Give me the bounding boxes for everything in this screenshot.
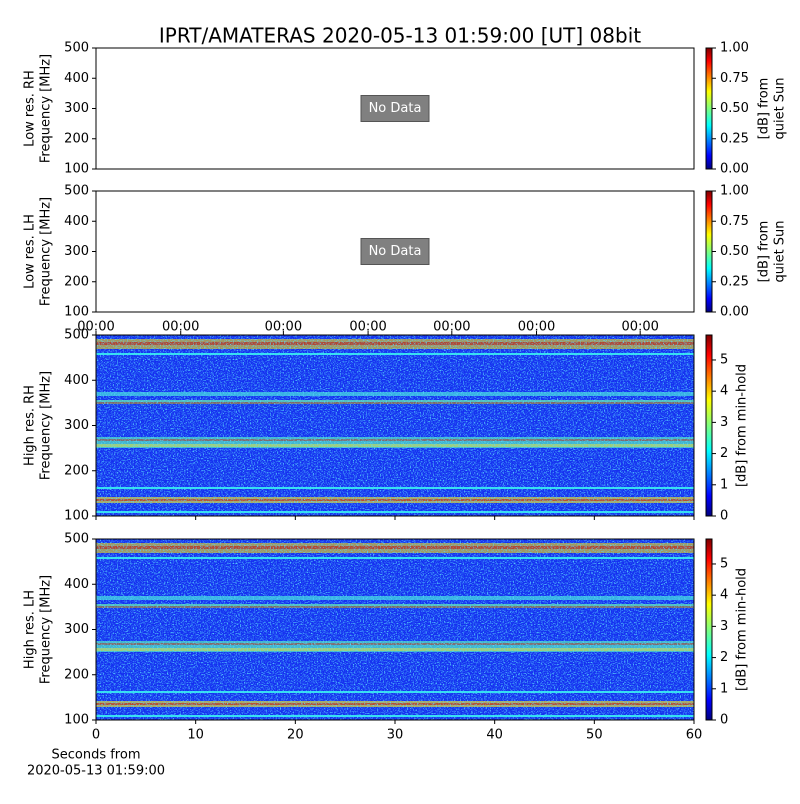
- y-tick-label: 200: [64, 463, 89, 478]
- x-tick-label: 10: [187, 728, 204, 743]
- y-tick-label: 100: [64, 509, 89, 524]
- colorbar: [705, 47, 713, 170]
- y-tick-label: 400: [64, 373, 89, 388]
- colorbar-tick-label: 0.50: [720, 101, 749, 116]
- colorbar-label: quiet Sun: [773, 220, 788, 282]
- y-tick-label: 200: [64, 131, 89, 146]
- y-tick-label: 200: [64, 274, 89, 289]
- x-top-tick-label: 00:00: [433, 320, 470, 335]
- x-top-tick-label: 00:00: [265, 320, 302, 335]
- x-top-tick-label: 00:00: [621, 320, 658, 335]
- y-tick-label: 300: [64, 101, 89, 116]
- y-tick-label: 500: [64, 184, 89, 199]
- x-top-tick-label: 00:00: [518, 320, 555, 335]
- colorbar: [705, 538, 713, 721]
- x-tick-label: 50: [586, 728, 603, 743]
- y-tick-label: 200: [64, 667, 89, 682]
- y-axis-label: Frequency [MHz]: [39, 54, 54, 163]
- colorbar-tick-label: 1.00: [720, 184, 749, 199]
- x-top-tick-label: 00:00: [77, 320, 114, 335]
- y-axis-label: High res. LH: [23, 590, 38, 669]
- y-axis-label: Frequency [MHz]: [39, 197, 54, 306]
- colorbar-tick-label: 3: [720, 619, 728, 634]
- y-tick-label: 100: [64, 162, 89, 177]
- colorbar-tick-label: 1: [720, 477, 728, 492]
- x-tick-label: 40: [486, 728, 503, 743]
- colorbar-tick-label: 1.00: [720, 41, 749, 56]
- colorbar-tick-label: 0.25: [720, 274, 749, 289]
- x-top-tick-label: 00:00: [162, 320, 199, 335]
- colorbar-label: [dB] from min-hold: [735, 568, 750, 691]
- colorbar-tick-label: 0.75: [720, 71, 749, 86]
- colorbar-tick-label: 0.50: [720, 244, 749, 259]
- colorbar-tick-label: 0.00: [720, 162, 749, 177]
- spectrogram-image: [96, 335, 694, 516]
- x-axis-label: Seconds from: [51, 748, 140, 763]
- y-axis-label: Low res. RH: [23, 70, 38, 147]
- y-axis-label: Frequency [MHz]: [39, 575, 54, 684]
- y-tick-label: 100: [64, 713, 89, 728]
- y-tick-label: 300: [64, 418, 89, 433]
- colorbar-label: [dB] from min-hold: [735, 364, 750, 487]
- x-tick-label: 60: [686, 728, 703, 743]
- y-tick-label: 300: [64, 622, 89, 637]
- no-data-box: [360, 95, 430, 122]
- colorbar-tick-label: 0.00: [720, 305, 749, 320]
- x-tick-label: 30: [387, 728, 404, 743]
- colorbar-tick-label: 0: [720, 509, 728, 524]
- colorbar: [705, 334, 713, 517]
- y-tick-label: 300: [64, 244, 89, 259]
- y-tick-label: 500: [64, 532, 89, 547]
- colorbar-tick-label: 1: [720, 681, 728, 696]
- colorbar-label: [dB] from: [757, 221, 772, 283]
- colorbar-tick-label: 3: [720, 415, 728, 430]
- no-data-label: No Data: [369, 101, 422, 116]
- colorbar: [705, 190, 713, 313]
- colorbar-label: [dB] from: [757, 78, 772, 140]
- colorbar-tick-label: 4: [720, 588, 728, 603]
- spectrogram-image: [96, 539, 694, 720]
- y-tick-label: 500: [64, 41, 89, 56]
- colorbar-tick-label: 0.75: [720, 214, 749, 229]
- colorbar-tick-label: 0.25: [720, 131, 749, 146]
- colorbar-label: quiet Sun: [773, 77, 788, 139]
- x-tick-label: 0: [92, 728, 100, 743]
- y-tick-label: 400: [64, 71, 89, 86]
- y-tick-label: 400: [64, 577, 89, 592]
- y-tick-label: 100: [64, 305, 89, 320]
- y-axis-label: High res. RH: [23, 385, 38, 466]
- colorbar-tick-label: 5: [720, 352, 728, 367]
- y-axis-label: Low res. LH: [23, 214, 38, 289]
- x-axis-label: 2020-05-13 01:59:00: [27, 764, 165, 779]
- colorbar-tick-label: 5: [720, 556, 728, 571]
- y-tick-label: 500: [64, 328, 89, 343]
- y-axis-label: Frequency [MHz]: [39, 371, 54, 480]
- x-tick-label: 20: [287, 728, 304, 743]
- colorbar-tick-label: 2: [720, 446, 728, 461]
- colorbar-tick-label: 0: [720, 713, 728, 728]
- colorbar-tick-label: 2: [720, 650, 728, 665]
- no-data-label: No Data: [369, 244, 422, 259]
- y-tick-label: 400: [64, 214, 89, 229]
- no-data-box: [360, 238, 430, 265]
- chart-title: IPRT/AMATERAS 2020-05-13 01:59:00 [UT] 0…: [159, 24, 641, 48]
- x-top-tick-label: 00:00: [349, 320, 386, 335]
- colorbar-tick-label: 4: [720, 384, 728, 399]
